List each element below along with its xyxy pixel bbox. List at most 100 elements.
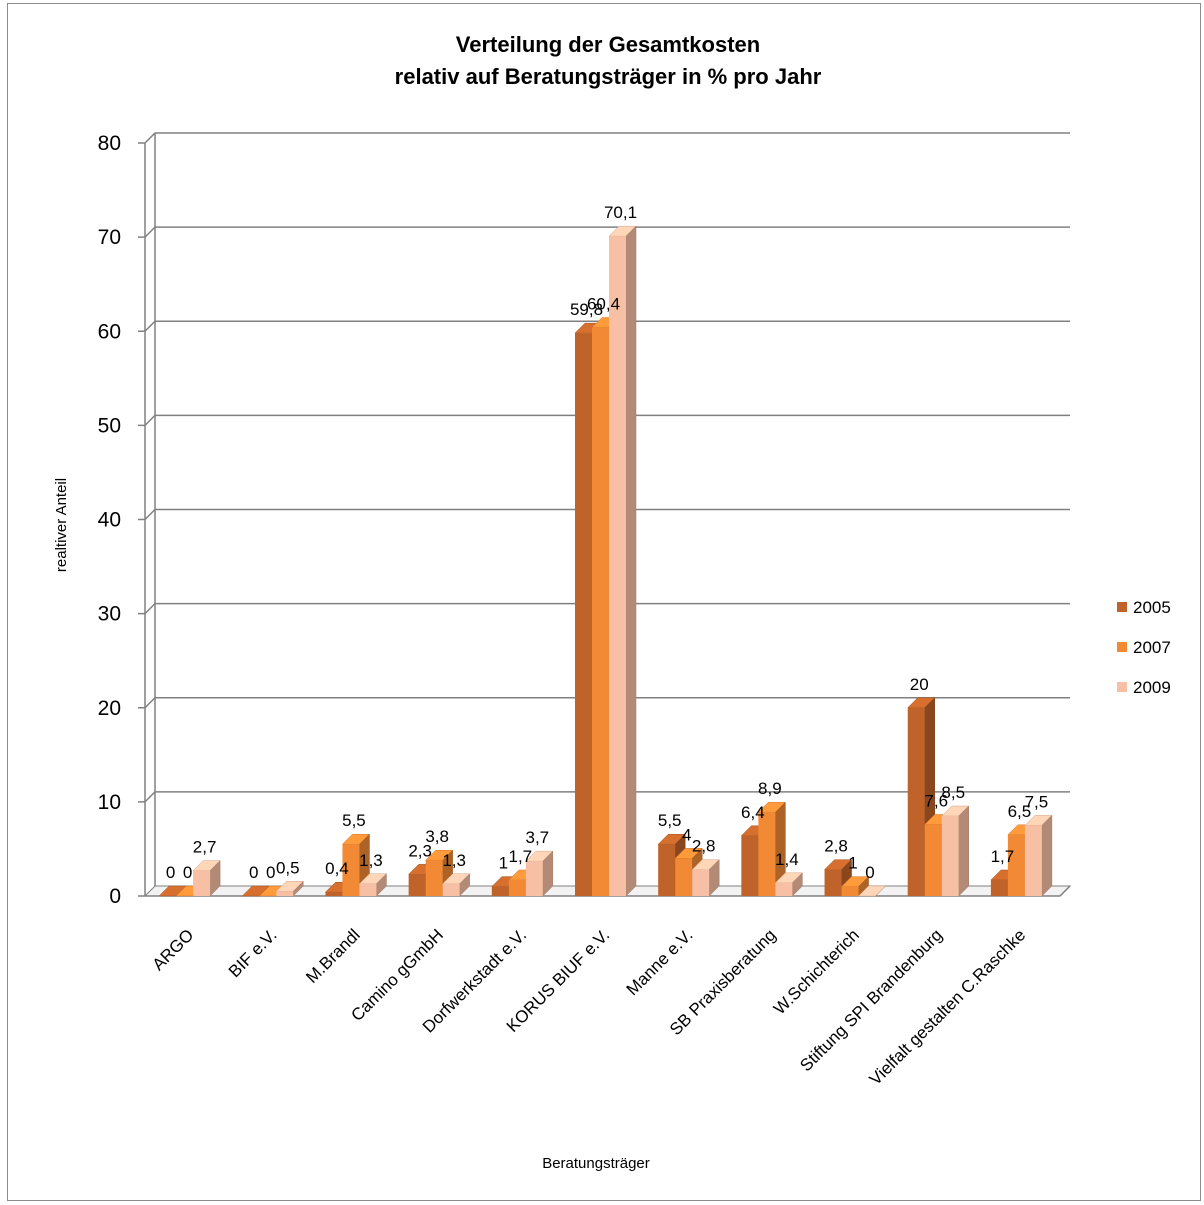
- bar-2009-7: [775, 882, 793, 896]
- data-label-2009-3: 1,3: [442, 851, 466, 870]
- bar-2005-5: [575, 333, 592, 896]
- chart-title-line-1: Verteilung der Gesamtkosten: [456, 32, 760, 57]
- data-label-2007-2: 5,5: [342, 811, 366, 830]
- data-label-2007-8: 1: [848, 854, 857, 873]
- data-labels: 0 02,70 0 0,5 0,45,51,3 2,33,81,3 1 1,73,759,86…: [166, 203, 1048, 882]
- y-tick-label: 0: [109, 885, 121, 908]
- data-label-2009-5: 70,1: [604, 203, 637, 222]
- bar-2005-8: [824, 869, 842, 896]
- floor-edge: [1059, 885, 1071, 897]
- bar-2007-7: [758, 812, 776, 896]
- legend-label-2007: 2007: [1133, 638, 1171, 657]
- data-label-2009-0: 2,7: [193, 838, 217, 857]
- legend-label-2005: 2005: [1133, 598, 1171, 617]
- data-label-2009-9: 8,5: [941, 783, 965, 802]
- data-label-2007-10: 6,5: [1008, 802, 1032, 821]
- bar-2005-2: [325, 892, 343, 896]
- data-label-2007-1: 0: [266, 863, 275, 882]
- gridline: [144, 791, 1070, 803]
- x-tick-label: BIF e.V.: [225, 925, 281, 981]
- y-tick-label: 60: [98, 320, 121, 343]
- legend-label-2009: 2009: [1133, 678, 1171, 697]
- bar-2007-5: [592, 327, 609, 896]
- chart-title-line-2: relativ auf Beratungsträger in % pro Jah…: [395, 64, 822, 89]
- y-tick-label: 30: [98, 603, 121, 626]
- x-tick-label: M.Brandl: [302, 925, 364, 987]
- bar-2007-4: [508, 879, 526, 896]
- bar-side-2009-8: [875, 885, 886, 897]
- data-label-2005-1: 0: [249, 863, 258, 882]
- y-tick-label: 20: [98, 697, 121, 720]
- y-axis-label: realtiver Anteil: [53, 478, 70, 572]
- data-label-2005-7: 6,4: [741, 803, 765, 822]
- x-axis-label: Beratungsträger: [542, 1155, 650, 1172]
- y-tick-label: 40: [98, 509, 121, 532]
- bar-side-2009-5: [625, 225, 637, 897]
- bar-2009-9: [941, 815, 959, 896]
- y-tick-label: 70: [98, 226, 121, 249]
- data-label-2005-0: 0: [166, 863, 175, 882]
- gridline: [144, 132, 1070, 144]
- y-tick-label: 80: [98, 132, 121, 155]
- data-label-2009-6: 2,8: [692, 837, 716, 856]
- bar-2007-2: [342, 844, 360, 896]
- gridline: [144, 320, 1070, 332]
- data-label-2005-2: 0,4: [325, 859, 349, 878]
- y-axis-ticks: 0 10 20 30 40 50 60 70 80: [98, 132, 145, 908]
- data-label-2007-6: 4: [682, 825, 691, 844]
- legend-swatch-2007: [1117, 642, 1127, 652]
- bar-2009-10: [1024, 825, 1042, 896]
- legend-swatch-2005: [1117, 602, 1127, 612]
- data-label-2005-4: 1: [499, 854, 508, 873]
- data-label-2009-1: 0,5: [276, 858, 300, 877]
- bar-side-2009-10: [1041, 814, 1053, 897]
- bar-2005-9: [907, 707, 925, 896]
- bar-side-2009-9: [958, 805, 969, 897]
- x-tick-label: ARGO: [149, 925, 198, 974]
- x-tick-label: Vielfalt gestalten C.Raschke: [866, 925, 1030, 1089]
- bar-2007-9: [924, 824, 942, 896]
- legend: 2005 2007 2009: [1117, 598, 1171, 697]
- data-label-2007-9: 7,6: [924, 791, 948, 810]
- bar-2007-8: [841, 886, 859, 896]
- legend-swatch-2009: [1117, 682, 1127, 692]
- data-label-2007-5: 60,4: [587, 294, 620, 313]
- bar-2005-3: [408, 874, 426, 896]
- bar-2007-6: [675, 858, 693, 896]
- data-label-2005-8: 2,8: [824, 837, 848, 856]
- bars: [158, 225, 1053, 897]
- y-tick-label: 50: [98, 414, 121, 437]
- bar-2005-10: [990, 879, 1008, 896]
- bar-2009-0: [193, 870, 211, 896]
- x-tick-label: Stiftung SPI Brandenburg: [796, 925, 946, 1075]
- data-label-2005-5: 59,8: [570, 300, 603, 319]
- data-label-2005-6: 5,5: [658, 811, 682, 830]
- y-tick-label: 10: [98, 791, 121, 814]
- bar-2005-4: [491, 886, 509, 896]
- data-label-2009-7: 1,4: [775, 850, 799, 869]
- gridline: [144, 508, 1070, 521]
- gridline: [144, 414, 1070, 426]
- data-label-2007-4: 1,7: [508, 847, 532, 866]
- bar-2009-2: [359, 883, 377, 896]
- data-label-2005-10: 1,7: [991, 847, 1015, 866]
- data-label-2009-4: 3,7: [525, 828, 549, 847]
- bar-2009-5: [609, 236, 626, 897]
- data-label-2007-3: 3,8: [425, 827, 449, 846]
- bar-2005-7: [741, 835, 759, 896]
- data-label-2007-7: 8,9: [758, 779, 782, 798]
- bar-2009-3: [442, 883, 460, 896]
- data-label-2009-2: 1,3: [359, 851, 383, 870]
- data-label-2007-0: 0: [183, 863, 192, 882]
- bar-2005-6: [658, 844, 676, 896]
- data-label-2005-9: 20: [910, 675, 929, 694]
- data-label-2009-8: 0: [865, 863, 874, 882]
- x-tick-label: Manne e.V.: [623, 925, 697, 999]
- gridline: [144, 697, 1070, 709]
- bar-2009-6: [692, 869, 710, 896]
- bar-2009-4: [525, 861, 543, 896]
- bar-2007-3: [425, 860, 443, 896]
- x-tick-label: W.Schichterich: [770, 925, 863, 1018]
